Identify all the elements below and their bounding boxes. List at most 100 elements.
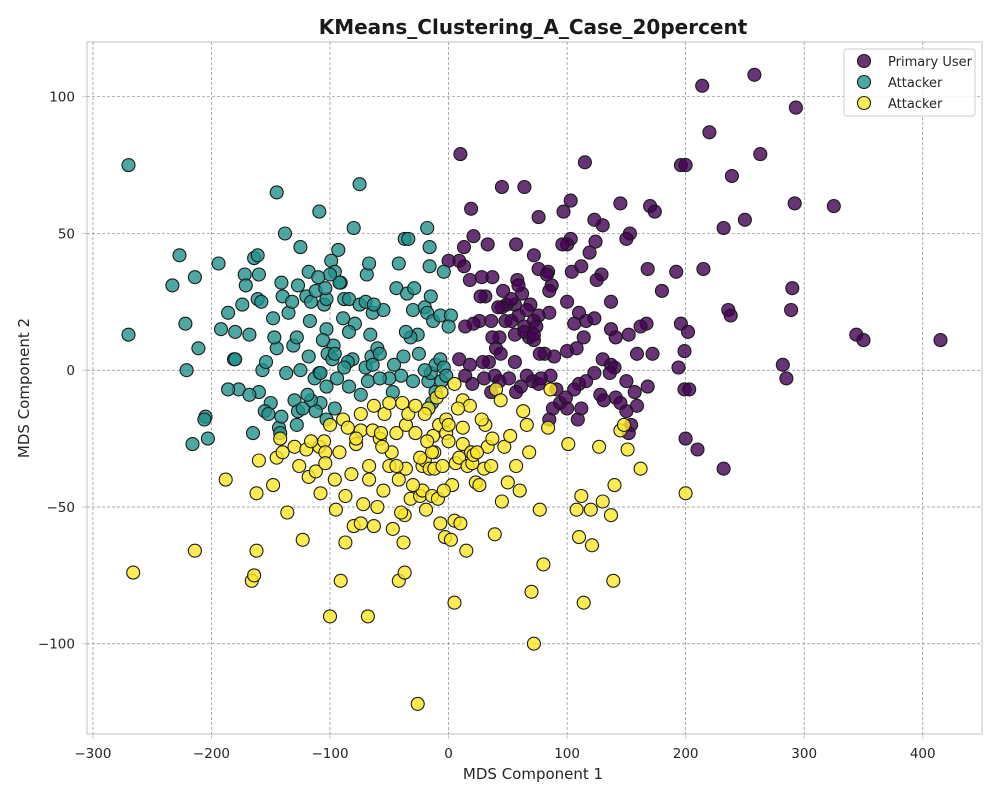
data-point <box>640 261 655 277</box>
data-point <box>441 319 456 334</box>
data-point <box>346 220 361 236</box>
x-axis-label: MDS Component 1 <box>463 765 603 783</box>
data-point <box>363 327 378 342</box>
data-point <box>788 100 803 115</box>
data-point <box>587 365 602 381</box>
data-point <box>459 543 474 558</box>
data-point <box>242 387 257 402</box>
data-point <box>633 319 648 334</box>
data-point <box>258 354 274 370</box>
data-point <box>541 420 556 435</box>
data-point <box>509 385 524 400</box>
data-point <box>322 267 338 282</box>
data-point <box>826 199 841 214</box>
data-point <box>455 437 470 452</box>
data-point <box>475 354 490 370</box>
data-point <box>450 401 466 416</box>
data-point <box>300 387 315 402</box>
data-point <box>682 382 697 397</box>
data-point <box>484 313 499 329</box>
data-point <box>327 346 342 361</box>
data-point <box>398 324 413 339</box>
data-point <box>539 267 554 282</box>
data-point <box>370 499 385 515</box>
data-point <box>584 538 600 553</box>
data-point <box>456 240 472 255</box>
data-point <box>423 289 438 304</box>
data-point <box>235 297 250 312</box>
data-point <box>435 458 450 474</box>
data-point <box>269 185 284 200</box>
chart-title: KMeans_Clustering_A_Case_20percent <box>319 15 748 39</box>
data-point <box>480 237 495 252</box>
data-point <box>405 302 421 318</box>
data-point <box>494 179 509 195</box>
data-point <box>447 376 462 391</box>
data-point <box>629 346 645 361</box>
data-point <box>417 406 432 422</box>
data-point <box>391 256 406 271</box>
data-point <box>273 431 288 446</box>
data-point <box>313 486 328 501</box>
data-point <box>497 439 512 454</box>
data-point <box>405 374 421 389</box>
data-point <box>716 220 731 236</box>
data-point <box>695 78 710 93</box>
data-point <box>330 371 345 386</box>
y-axis-label: MDS Component 2 <box>15 318 33 458</box>
data-point <box>511 278 526 293</box>
data-point <box>213 322 229 337</box>
data-point <box>452 450 467 465</box>
data-point <box>465 376 480 391</box>
data-point <box>571 530 587 545</box>
data-point <box>289 330 304 345</box>
legend: Primary User Attacker Attacker <box>843 48 976 117</box>
data-point <box>360 374 375 389</box>
data-point <box>607 478 622 493</box>
data-point <box>349 431 364 446</box>
data-point <box>716 461 731 476</box>
data-point <box>654 283 669 298</box>
data-point <box>532 502 547 517</box>
data-point <box>595 494 610 509</box>
data-point <box>512 483 527 498</box>
data-point <box>579 374 594 389</box>
data-point <box>274 275 289 290</box>
data-point <box>491 300 506 315</box>
series-3 <box>126 376 693 711</box>
data-point <box>496 283 511 298</box>
data-point <box>289 417 304 432</box>
data-point <box>422 240 437 255</box>
data-point <box>313 365 328 381</box>
data-point <box>556 204 571 219</box>
data-point <box>671 360 686 375</box>
data-point <box>353 387 368 402</box>
data-point <box>516 404 531 419</box>
x-tick-label: 200 <box>673 746 699 762</box>
data-point <box>608 330 623 345</box>
data-point <box>455 420 470 435</box>
data-point <box>340 420 355 435</box>
data-point <box>292 458 307 474</box>
data-point <box>420 220 435 236</box>
data-point <box>274 409 289 424</box>
data-point <box>301 349 316 364</box>
data-point <box>574 488 589 504</box>
data-point <box>500 475 515 490</box>
legend-marker <box>856 53 872 69</box>
data-point <box>187 543 202 558</box>
data-point <box>242 327 257 342</box>
data-point <box>275 445 290 460</box>
data-point <box>613 196 628 211</box>
data-point <box>394 505 409 520</box>
data-point <box>247 568 262 583</box>
legend-marker <box>856 74 872 90</box>
data-point <box>543 382 558 397</box>
data-point <box>669 264 684 279</box>
data-point <box>564 264 579 279</box>
data-point <box>563 193 578 208</box>
data-point <box>356 497 371 512</box>
data-point <box>677 344 692 359</box>
data-point <box>462 272 477 288</box>
